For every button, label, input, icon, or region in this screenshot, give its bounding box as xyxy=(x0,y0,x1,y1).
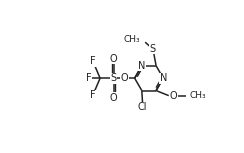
Text: CH₃: CH₃ xyxy=(123,35,140,44)
Text: F: F xyxy=(90,56,95,66)
Text: CH₃: CH₃ xyxy=(189,91,206,100)
Text: Cl: Cl xyxy=(138,102,147,112)
Text: S: S xyxy=(150,44,156,54)
Text: F: F xyxy=(86,73,92,83)
Text: O: O xyxy=(121,73,128,83)
Text: F: F xyxy=(90,90,95,100)
Text: N: N xyxy=(138,61,145,71)
Text: O: O xyxy=(170,91,177,101)
Text: O: O xyxy=(110,54,117,64)
Text: S: S xyxy=(111,73,117,83)
Text: O: O xyxy=(110,93,117,103)
Text: N: N xyxy=(160,73,167,83)
